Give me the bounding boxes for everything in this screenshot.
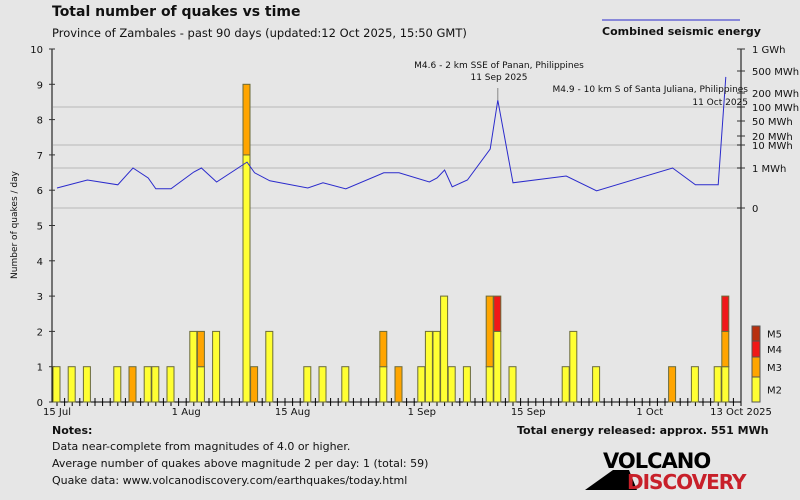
x-tick-label: 15 Jul (43, 407, 71, 418)
energy-tick-label: 0 (752, 204, 758, 215)
bar-m3 (379, 330, 388, 368)
energy-tick-label: 1 MWh (752, 164, 786, 175)
chart-subtitle: Province of Zambales - past 90 days (upd… (52, 26, 467, 40)
bar-m2 (561, 366, 570, 403)
bar-m2 (721, 366, 730, 403)
y-tick-label: 8 (37, 116, 43, 127)
bar-m2 (508, 366, 517, 403)
bar-m2 (113, 366, 122, 403)
x-tick-label: 15 Sep (511, 407, 546, 418)
legend-swatch-m3 (751, 356, 761, 378)
bar-m2 (341, 366, 350, 403)
legend-swatch-m4 (751, 340, 761, 358)
y-tick-label: 2 (37, 327, 43, 338)
bar-m2 (592, 366, 601, 403)
bar-m2 (462, 366, 471, 403)
bar-m2 (166, 366, 175, 403)
chart-title: Total number of quakes vs time (52, 4, 301, 20)
y-tick-label: 9 (37, 80, 43, 91)
legend-swatch-m5 (751, 325, 761, 342)
bar-m2 (447, 366, 456, 403)
y-tick-label: 6 (37, 186, 43, 197)
x-tick-label: 15 Aug (275, 407, 310, 418)
bar-m3 (128, 366, 137, 403)
energy-tick-label: 10 MWh (752, 141, 793, 152)
total-energy: Total energy released: approx. 551 MWh (517, 424, 769, 437)
bar-m3 (196, 330, 205, 368)
energy-legend-label: Combined seismic energy (602, 25, 761, 38)
note-line: Quake data: www.volcanodiscovery.com/ear… (52, 474, 408, 487)
annotation-text: M4.6 - 2 km SSE of Panan, Philippines (414, 61, 584, 71)
bar-m2 (143, 366, 152, 403)
y-tick-label: 0 (37, 398, 43, 409)
bar-m3 (250, 366, 259, 403)
legend-label: M5 (767, 330, 782, 341)
bar-m2 (212, 330, 221, 403)
legend-label: M2 (767, 386, 782, 397)
energy-tick-label: 200 MWh (752, 89, 799, 100)
bar-m2 (303, 366, 312, 403)
bar-m2 (569, 330, 578, 403)
bar-m2 (82, 366, 91, 403)
bar-m2 (67, 366, 76, 403)
bar-m3 (394, 366, 403, 403)
bar-m2 (432, 330, 441, 403)
bar-m4 (493, 295, 502, 332)
note-line: Data near-complete from magnitudes of 4.… (52, 440, 351, 453)
bar-m3 (668, 366, 677, 403)
bar-m2 (318, 366, 327, 403)
annotation-date: 11 Sep 2025 (470, 73, 527, 83)
bar-m2 (242, 154, 251, 403)
svg-text:VOLCANO: VOLCANO (603, 449, 710, 473)
energy-tick-label: 50 MWh (752, 117, 793, 128)
bar-m3 (485, 295, 494, 368)
energy-tick-label: 100 MWh (752, 103, 799, 114)
bar-m2 (189, 330, 198, 403)
svg-text:DISCOVERY: DISCOVERY (627, 470, 747, 492)
bar-m2 (417, 366, 426, 403)
bar-m2 (265, 330, 274, 403)
bar-m2 (424, 330, 433, 403)
legend-swatch-m2 (751, 376, 761, 403)
bar-m2 (690, 366, 699, 403)
bar-m2 (713, 366, 722, 403)
energy-line (56, 76, 727, 192)
energy-tick-label: 500 MWh (752, 67, 799, 78)
bar-m2 (440, 295, 449, 403)
bar-m4 (721, 295, 730, 332)
annotation-text: M4.9 - 10 km S of Santa Juliana, Philipp… (553, 85, 749, 95)
y-tick-label: 1 (37, 363, 43, 374)
energy-tick-label: 1 GWh (752, 45, 786, 56)
y-axis-label: Number of quakes / day (10, 170, 20, 279)
volcanodiscovery-logo: VOLCANO DISCOVERY (585, 449, 748, 492)
x-tick-label: 13 Oct 2025 (710, 407, 772, 418)
bar-m3 (721, 330, 730, 368)
energy-tick-label: 20 MWh (752, 132, 793, 143)
bar-m2 (196, 366, 205, 403)
note-line: Average number of quakes above magnitude… (52, 457, 429, 470)
y-tick-label: 10 (30, 45, 43, 56)
bar-m3 (242, 83, 251, 156)
y-tick-label: 5 (37, 222, 43, 233)
legend-label: M3 (767, 363, 782, 374)
x-tick-label: 1 Sep (408, 407, 436, 418)
y-tick-label: 7 (37, 151, 43, 162)
bar-m2 (485, 366, 494, 403)
bar-m2 (52, 366, 61, 403)
x-tick-label: 1 Oct (636, 407, 663, 418)
notes-heading: Notes: (52, 424, 93, 437)
x-tick-label: 1 Aug (172, 407, 201, 418)
legend-label: M4 (767, 345, 782, 356)
y-tick-label: 4 (37, 257, 43, 268)
annotation-date: 11 Oct 2025 (692, 98, 748, 108)
bar-m2 (379, 366, 388, 403)
bar-m2 (151, 366, 160, 403)
y-tick-label: 3 (37, 292, 43, 303)
bar-m2 (493, 330, 502, 403)
